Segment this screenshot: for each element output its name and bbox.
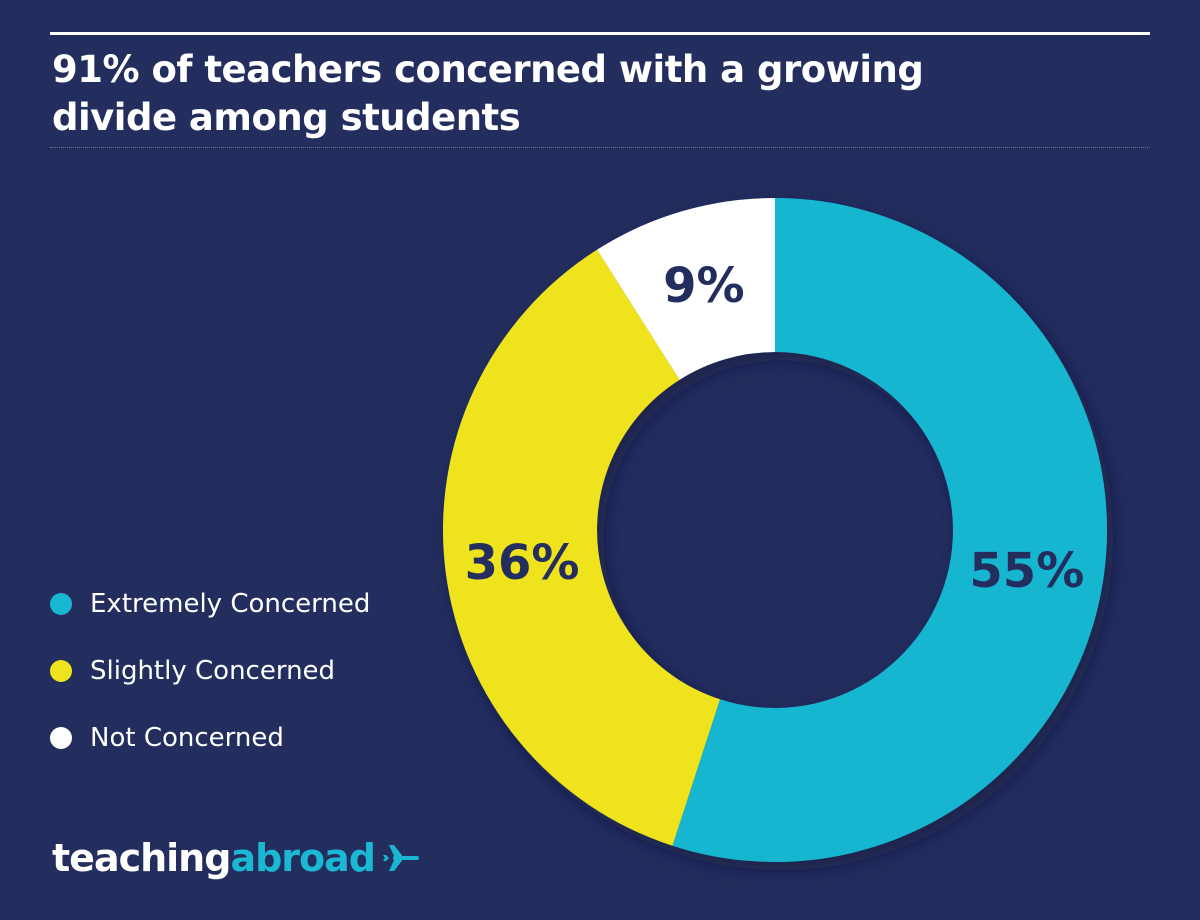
legend-item-not-concerned: Not Concerned: [50, 704, 370, 771]
slice-label-not-concerned: 9%: [663, 258, 745, 314]
legend-item-slightly-concerned: Slightly Concerned: [50, 637, 370, 704]
airplane-icon: [382, 845, 420, 871]
legend-label-slightly-concerned: Slightly Concerned: [90, 655, 336, 686]
legend-swatch-extremely-concerned: [50, 592, 72, 615]
slice-label-slightly-concerned: 36%: [465, 535, 580, 591]
legend-label-extremely-concerned: Extremely Concerned: [90, 588, 371, 619]
chart-title: 91% of teachers concerned with a growing…: [52, 48, 924, 139]
title-divider: [50, 147, 1150, 148]
teachingabroad-logo: teaching abroad: [52, 836, 421, 880]
legend-label-not-concerned: Not Concerned: [90, 722, 284, 753]
logo-text-teaching: teaching: [52, 836, 231, 880]
slice-extremely-concerned: [672, 198, 1107, 862]
slice-not-concerned: [597, 198, 775, 380]
legend: Extremely Concerned Slightly Concerned N…: [50, 570, 370, 771]
top-rule: [50, 32, 1150, 35]
legend-item-extremely-concerned: Extremely Concerned: [50, 570, 370, 637]
logo-text-abroad: abroad: [230, 836, 376, 880]
slice-label-extremely-concerned: 55%: [969, 543, 1084, 599]
slice-slightly-concerned: [442, 249, 720, 846]
legend-swatch-not-concerned: [50, 726, 72, 749]
legend-swatch-slightly-concerned: [50, 659, 72, 682]
